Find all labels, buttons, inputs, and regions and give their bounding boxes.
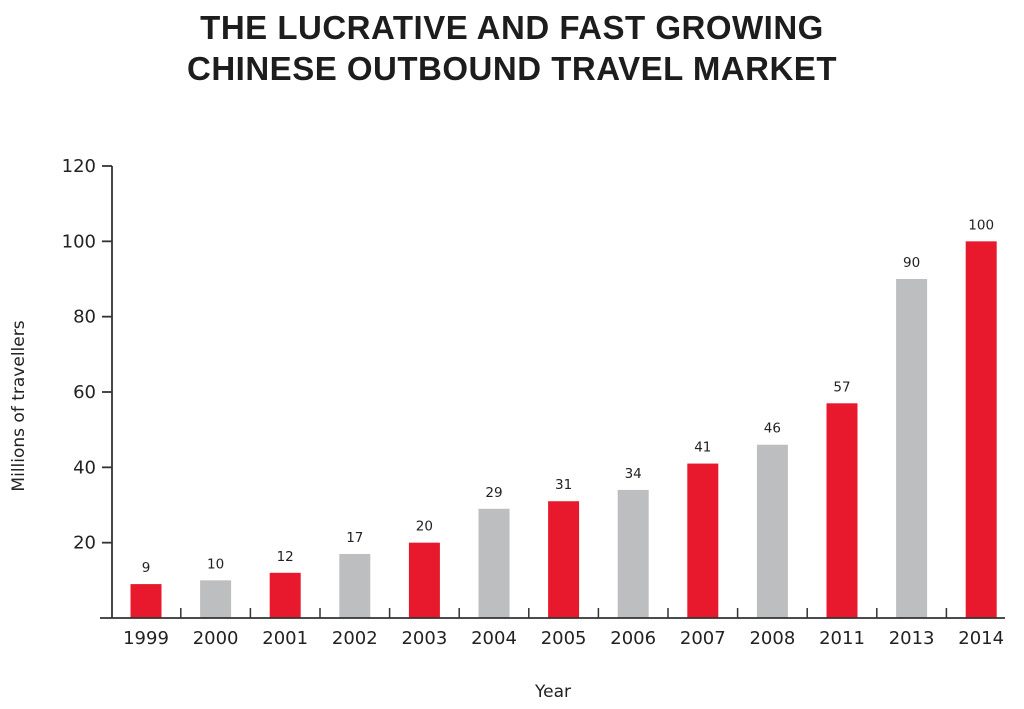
bar-2003 (408, 542, 440, 618)
bar-2001 (269, 572, 301, 618)
bar-2008 (756, 444, 788, 618)
y-axis-title: Millions of travellers (9, 320, 29, 491)
x-tick-label-2003: 2003 (401, 628, 447, 649)
axes-layer (100, 165, 1005, 619)
bar-2007 (687, 463, 719, 618)
y-tick-label-20: 20 (73, 533, 96, 554)
x-tick-label-2007: 2007 (680, 628, 726, 649)
x-tick-label-2000: 2000 (193, 628, 239, 649)
bar-2002 (339, 553, 371, 618)
y-tick-label-40: 40 (73, 457, 96, 478)
bar-2011 (826, 403, 858, 618)
chart-title-line-2: CHINESE OUTBOUND TRAVEL MARKET (187, 50, 837, 87)
bar-2013 (896, 279, 928, 618)
x-tick-label-2008: 2008 (749, 628, 795, 649)
y-tick-label-100: 100 (62, 231, 96, 252)
value-label-2007: 41 (694, 440, 711, 456)
y-tick-label-120: 120 (62, 156, 96, 177)
x-tick-label-2014: 2014 (958, 628, 1004, 649)
x-axis-title: Year (534, 682, 571, 702)
value-label-2006: 34 (625, 466, 642, 482)
bar-2004 (478, 508, 510, 618)
value-label-2002: 17 (346, 530, 363, 546)
value-label-1999: 9 (142, 560, 151, 576)
bar-2000 (200, 580, 232, 618)
value-label-2001: 12 (277, 549, 294, 565)
x-tick-label-2013: 2013 (889, 628, 935, 649)
x-tick-label-1999: 1999 (123, 628, 169, 649)
bar-2014 (965, 241, 997, 619)
bar-2005 (548, 501, 580, 618)
bar-2006 (617, 489, 649, 618)
x-tick-label-2006: 2006 (610, 628, 656, 649)
x-tick-label-2005: 2005 (541, 628, 587, 649)
value-label-2000: 10 (207, 556, 224, 572)
x-tick-label-2002: 2002 (332, 628, 378, 649)
value-label-2004: 29 (485, 485, 502, 501)
value-label-2008: 46 (764, 421, 781, 437)
x-tick-label-2011: 2011 (819, 628, 865, 649)
value-label-2014: 100 (968, 217, 994, 233)
value-label-2005: 31 (555, 477, 572, 493)
value-label-2011: 57 (833, 379, 850, 395)
chart-title-line-1: THE LUCRATIVE AND FAST GROWING (200, 9, 824, 46)
value-label-2003: 20 (416, 519, 433, 535)
bars-layer (130, 241, 997, 619)
labels-layer: 9 1999 10 2000 12 2001 17 2002 20 2003 29 2004 31 200… (62, 156, 1004, 649)
y-tick-label-80: 80 (73, 307, 96, 328)
value-label-2013: 90 (903, 255, 920, 271)
x-tick-label-2004: 2004 (471, 628, 517, 649)
y-tick-label-60: 60 (73, 382, 96, 403)
x-tick-label-2001: 2001 (262, 628, 308, 649)
bar-1999 (130, 584, 162, 618)
